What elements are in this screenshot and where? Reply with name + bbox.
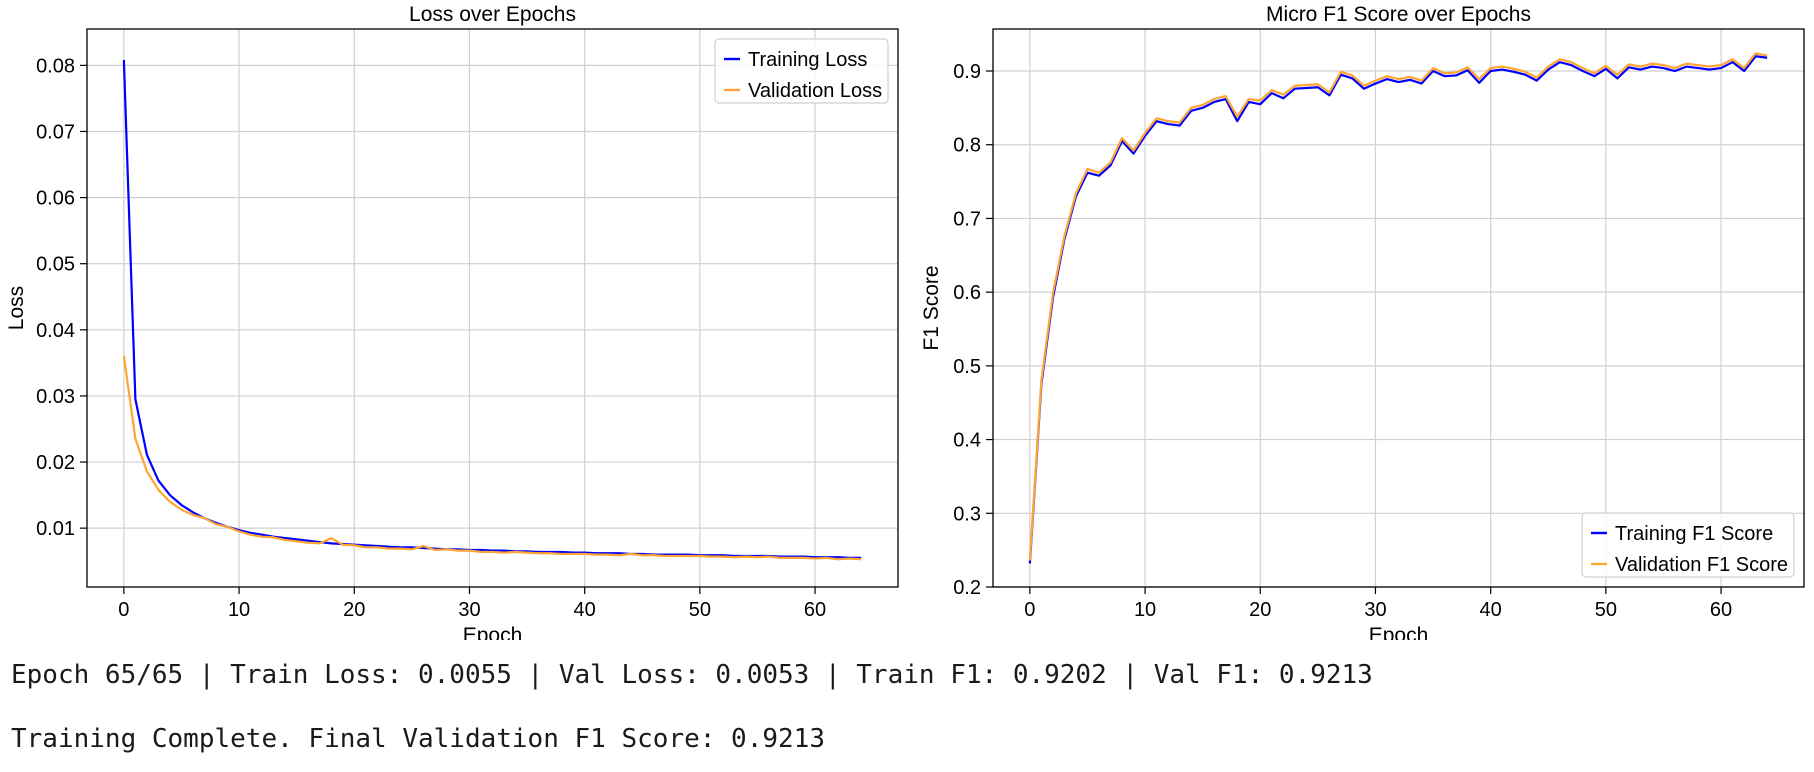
x-tick-label: 20 [1249, 599, 1271, 621]
training-complete-line: Training Complete. Final Validation F1 S… [11, 724, 825, 754]
y-tick-label: 0.08 [36, 55, 75, 77]
x-tick-label: 40 [1480, 599, 1502, 621]
f1-chart: 0 10 20 30 40 50 60 0.2 0.3 0.4 0.5 0.6 0.7 0.8 0.9 Mic… [920, 3, 1805, 640]
y-tick-label: 0.03 [36, 386, 75, 408]
x-tick-label: 0 [1024, 599, 1035, 621]
training-curves-figure: 0 10 20 30 40 50 60 0.01 0.02 0.03 0.04 0.05 0.06 0.0… [5, 3, 1805, 640]
y-axis-label: F1 Score [920, 265, 943, 350]
y-tick-label: 0.05 [36, 254, 75, 276]
y-axis-label: Loss [5, 286, 28, 330]
x-tick-label: 20 [343, 599, 365, 621]
loss-chart: 0 10 20 30 40 50 60 0.01 0.02 0.03 0.04 0.05 0.06 0.0… [5, 3, 899, 640]
legend-label: Validation F1 Score [1615, 554, 1788, 576]
y-tick-label: 0.2 [953, 577, 981, 599]
y-tick-label: 0.5 [953, 356, 981, 378]
legend-box [1581, 512, 1795, 578]
legend-label: Training F1 Score [1615, 523, 1773, 545]
x-tick-label: 50 [689, 599, 711, 621]
legend: Training Loss Validation Loss [714, 38, 889, 104]
legend-label: Validation Loss [748, 80, 882, 102]
x-tick-label: 10 [1134, 599, 1156, 621]
axes-frame [86, 28, 899, 588]
y-tick-label: 0.02 [36, 452, 75, 474]
x-tick-label: 50 [1595, 599, 1617, 621]
x-tick-label: 0 [118, 599, 129, 621]
y-tick-label: 0.07 [36, 121, 75, 143]
y-tick-label: 0.9 [953, 61, 981, 83]
axes-frame [992, 28, 1805, 588]
x-tick-label: 60 [804, 599, 826, 621]
x-tick-label: 40 [574, 599, 596, 621]
y-tick-label: 0.06 [36, 188, 75, 210]
x-tick-label: 10 [228, 599, 250, 621]
legend: Training F1 Score Validation F1 Score [1581, 512, 1795, 578]
y-tick-label: 0.01 [36, 518, 75, 540]
y-tick-label: 0.04 [36, 320, 75, 342]
training-series-line [122, 60, 862, 560]
y-tick-label: 0.6 [953, 282, 981, 304]
x-tick-label: 30 [1364, 599, 1386, 621]
y-tick-label: 0.4 [953, 430, 981, 452]
x-axis-label: Epoch [1369, 624, 1429, 640]
y-tick-label: 0.8 [953, 135, 981, 157]
validation-series-line [122, 355, 862, 561]
validation-series-line [1028, 52, 1768, 561]
training-series-line [1028, 55, 1768, 564]
chart-title: Micro F1 Score over Epochs [1266, 3, 1531, 26]
legend-box [714, 38, 889, 104]
legend-label: Training Loss [748, 49, 867, 71]
x-tick-label: 60 [1710, 599, 1732, 621]
epoch-summary-line: Epoch 65/65 | Train Loss: 0.0055 | Val L… [11, 660, 1373, 690]
chart-title: Loss over Epochs [409, 3, 576, 26]
y-tick-label: 0.7 [953, 208, 981, 230]
y-tick-label: 0.3 [953, 503, 981, 525]
x-axis-label: Epoch [463, 624, 523, 640]
x-tick-label: 30 [458, 599, 480, 621]
